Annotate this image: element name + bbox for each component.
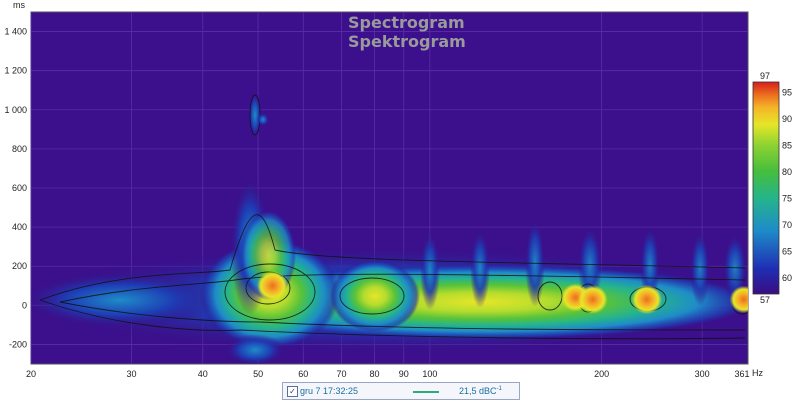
x-tick-label: 30 [126,369,136,379]
legend-value-suffix: -1 [496,386,502,392]
peak-core [256,112,270,127]
x-tick-label: 200 [594,369,609,379]
chart-title: Spectrogram [348,13,465,32]
legend-line-swatch [413,391,439,393]
chart-subtitle: Spektrogram [348,32,466,51]
colorbar [752,81,780,295]
legend-box: ✓ gru 7 17:32:25 21,5 dBC-1 [282,382,520,400]
y-axis-ticks: -200 0 200 400 600 800 1 000 1 200 1 400 [4,27,27,350]
colorbar-tick-label: 90 [782,114,792,124]
y-tick-label: 0 [22,300,27,310]
y-tick-label: 1 000 [4,105,27,115]
peak-core [577,285,608,314]
x-tick-label: 70 [336,369,346,379]
x-tick-label: 80 [370,369,380,379]
y-tick-label: 400 [12,222,27,232]
colorbar-min-label: 57 [760,295,770,305]
colorbar-max-label: 97 [760,71,770,81]
legend-value: 21,5 dBC-1 [459,386,502,396]
x-tick-label: 300 [695,369,710,379]
x-tick-label: 50 [253,369,263,379]
y-tick-label: 800 [12,144,27,154]
x-tick-label: 20 [26,369,36,379]
x-tick-label-end: 361 [734,369,749,379]
x-tick-label: 40 [198,369,208,379]
x-tick-label: 60 [298,369,308,379]
heatmap-field [31,91,748,364]
y-tick-label: 200 [12,261,27,271]
peak-core [256,270,289,301]
colorbar-tick-label: 85 [782,141,792,151]
x-tick-label: 100 [422,369,437,379]
colorbar-tick-label: 75 [782,194,792,204]
y-tick-label: 600 [12,183,27,193]
legend-value-text: 21,5 dBC [459,386,497,396]
colorbar-tick-label: 95 [782,88,792,98]
legend-checkbox[interactable]: ✓ [287,386,298,397]
colorbar-tick-label: 80 [782,167,792,177]
legend-series-name: gru 7 17:32:25 [300,386,359,396]
x-axis-ticks: 20 30 40 50 60 70 80 90 100 200 300 361 [26,369,750,379]
colorbar-tick-label: 60 [782,273,792,283]
y-axis-unit: ms [13,0,25,10]
x-tick-label: 90 [399,369,409,379]
y-tick-label: 1 400 [4,27,27,37]
colorbar-tick-label: 70 [782,220,792,230]
x-axis-unit: Hz [752,368,763,378]
colorbar-tick-label: 65 [782,247,792,257]
peak-core [729,285,748,314]
peak-core [631,284,663,315]
colorbar-ticks: 60 65 70 75 80 85 90 95 [782,88,792,284]
y-tick-label: -200 [9,339,27,349]
y-tick-label: 1 200 [4,66,27,76]
